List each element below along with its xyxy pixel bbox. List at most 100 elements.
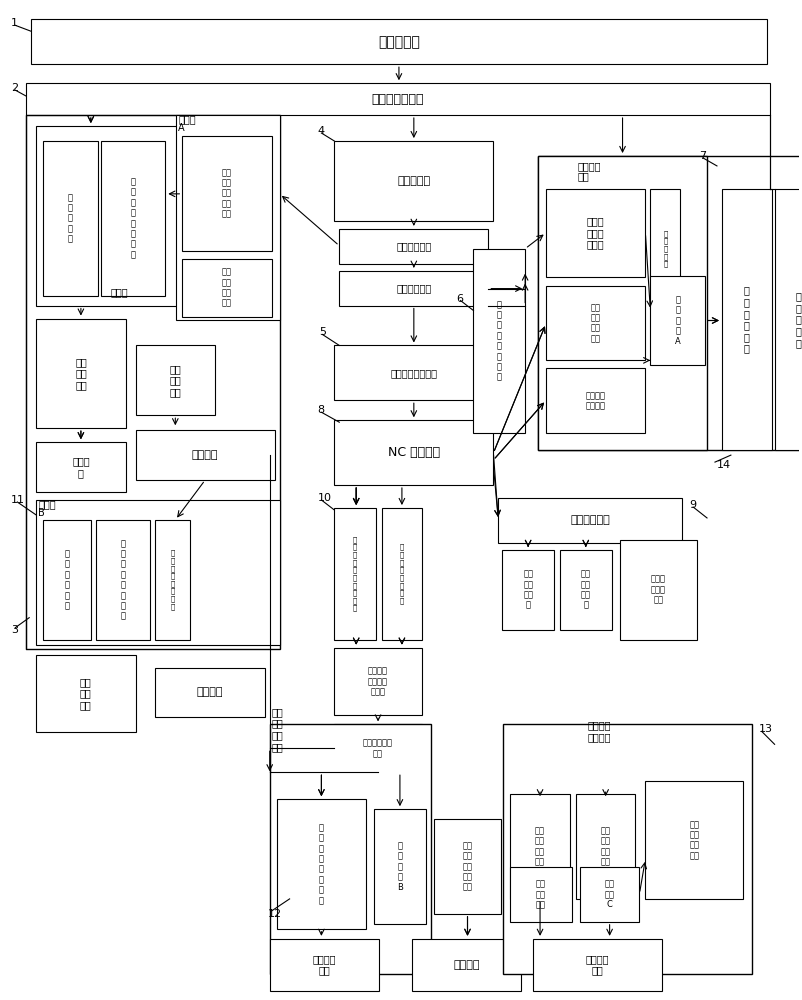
Text: 照明
控制
系统: 照明 控制 系统 [80, 677, 91, 710]
Bar [537, 156, 802, 450]
Bar [502, 550, 553, 630]
Bar [537, 156, 706, 450]
Text: 12: 12 [267, 909, 282, 919]
Bar [509, 794, 569, 899]
Bar [36, 500, 279, 645]
Bar [277, 799, 366, 929]
Text: 强
电
源
接
口: 强 电 源 接 口 [68, 193, 73, 244]
Text: 1: 1 [11, 18, 18, 28]
Bar [579, 867, 638, 922]
Text: 第
二
交
流
弱
电
控
制
接
口: 第 二 交 流 弱 电 控 制 接 口 [353, 536, 357, 611]
Text: 继电器: 继电器 [38, 499, 55, 509]
Text: 交
流
强
电
控
制
接
口: 交 流 强 电 控 制 接 口 [120, 539, 125, 621]
Bar [334, 648, 421, 715]
Text: 模式
切换
与数
调节
模块: 模式 切换 与数 调节 模块 [462, 841, 472, 892]
Text: 10: 10 [317, 493, 331, 503]
Bar [545, 189, 645, 277]
Bar [619, 540, 696, 640]
Bar [156, 520, 190, 640]
Bar [36, 655, 136, 732]
Bar [339, 271, 488, 306]
Text: 机床进给
驱动系统: 机床进给 驱动系统 [587, 721, 610, 742]
Bar [156, 668, 265, 717]
Text: 交流弱电接口: 交流弱电接口 [395, 241, 431, 251]
Text: 程序
指令
输入
接口: 程序 指令 输入 接口 [590, 303, 600, 343]
Text: 手
动
照
明
模
块: 手 动 照 明 模 块 [64, 549, 70, 610]
Text: 2: 2 [11, 83, 18, 93]
Bar [269, 939, 379, 991]
Bar [339, 229, 488, 264]
Text: 判
断
模
块
A: 判 断 模 块 A [674, 295, 680, 346]
Text: 机床驱动
系统继电
器组件: 机床驱动 系统继电 器组件 [367, 667, 387, 696]
Bar [95, 520, 150, 640]
Text: 第二开关命令
接口: 第二开关命令 接口 [363, 739, 392, 758]
Text: 手动操作: 手动操作 [192, 450, 218, 460]
Bar [559, 550, 611, 630]
Text: 机床
主轴
驱动
系统: 机床 主轴 驱动 系统 [271, 707, 283, 752]
Text: 系统: 系统 [577, 171, 589, 181]
Text: 控制系统开关电源: 控制系统开关电源 [390, 368, 437, 378]
Text: 手动操作: 手动操作 [452, 960, 479, 970]
Text: 9: 9 [688, 500, 695, 510]
Text: 开关指令接口: 开关指令接口 [569, 515, 610, 525]
Text: 11: 11 [11, 495, 26, 505]
Text: 冷却系
统: 冷却系 统 [72, 456, 90, 478]
Text: 液压阀
组件电
源接口: 液压阀 组件电 源接口 [586, 216, 604, 249]
Text: 伺
服
变
压
器: 伺 服 变 压 器 [795, 291, 800, 348]
Bar [533, 939, 662, 991]
Text: 4: 4 [317, 126, 324, 136]
Text: 强
电
源
接
口: 强 电 源 接 口 [662, 230, 666, 267]
Text: 液
压
系
统
运
行: 液 压 系 统 运 行 [743, 286, 749, 354]
Text: 进给
数令
输入
接口: 进给 数令 输入 接口 [600, 826, 610, 867]
Text: 第一
交流
弱电
控制
接口: 第一 交流 弱电 控制 接口 [221, 168, 232, 219]
Text: 8: 8 [317, 405, 324, 415]
Bar [645, 781, 742, 899]
Bar [43, 141, 98, 296]
Bar [382, 508, 421, 640]
Text: 机床
进给
驱动
模块: 机床 进给 驱动 模块 [688, 820, 699, 860]
Text: 保障手
动控制
系统: 保障手 动控制 系统 [650, 575, 665, 605]
Text: 第
一
开
关
命
令
接
口: 第 一 开 关 命 令 接 口 [171, 550, 175, 610]
Bar [269, 724, 430, 974]
Text: 进给
参数
指接
口: 进给 参数 指接 口 [580, 570, 590, 610]
Text: 6: 6 [456, 294, 463, 304]
Bar [433, 819, 500, 914]
Text: 常电
源输
入快
接口: 常电 源输 入快 接口 [534, 826, 545, 867]
Bar [650, 276, 704, 365]
Text: 机
床
主
轴
驱
动
模
块: 机 床 主 轴 驱 动 模 块 [318, 823, 323, 905]
Bar [334, 141, 492, 221]
Text: 开关
闭合
命令
接口: 开关 闭合 命令 接口 [221, 267, 232, 308]
Text: 接触器: 接触器 [111, 288, 128, 298]
Bar [411, 939, 520, 991]
Bar [36, 319, 125, 428]
Text: 伺服进给
电机: 伺服进给 电机 [585, 954, 609, 976]
Bar [334, 345, 492, 400]
Text: 14: 14 [716, 460, 730, 470]
Text: 冷却
控制
系统: 冷却 控制 系统 [75, 357, 87, 390]
Text: 模式
切换
装置: 模式 切换 装置 [536, 880, 545, 909]
Bar [503, 724, 751, 974]
Bar [36, 126, 274, 306]
Text: 5: 5 [319, 327, 326, 337]
Bar [334, 508, 375, 640]
Bar [721, 189, 771, 450]
Bar [31, 19, 766, 64]
Text: 强电源模块: 强电源模块 [378, 35, 419, 49]
Bar [374, 809, 425, 924]
Bar [43, 520, 91, 640]
Text: 断路器组件接口: 断路器组件接口 [371, 93, 423, 106]
Text: 开
关
闭
合
命
令
接
口: 开 关 闭 合 命 令 接 口 [399, 544, 403, 604]
Bar [182, 136, 271, 251]
Bar [473, 249, 525, 433]
Bar [545, 368, 645, 433]
Text: 交流强电接口: 交流强电接口 [395, 283, 431, 293]
Bar [545, 286, 645, 360]
Text: 控制变压器: 控制变压器 [397, 176, 430, 186]
Text: 判断
模块
C: 判断 模块 C [604, 880, 614, 909]
Bar [509, 867, 571, 922]
Bar [176, 115, 279, 320]
Text: NC 控制系统: NC 控制系统 [387, 446, 439, 459]
Text: 锁紧指令
输入接口: 锁紧指令 输入接口 [585, 391, 605, 410]
Bar [26, 115, 279, 649]
Bar [36, 442, 125, 492]
